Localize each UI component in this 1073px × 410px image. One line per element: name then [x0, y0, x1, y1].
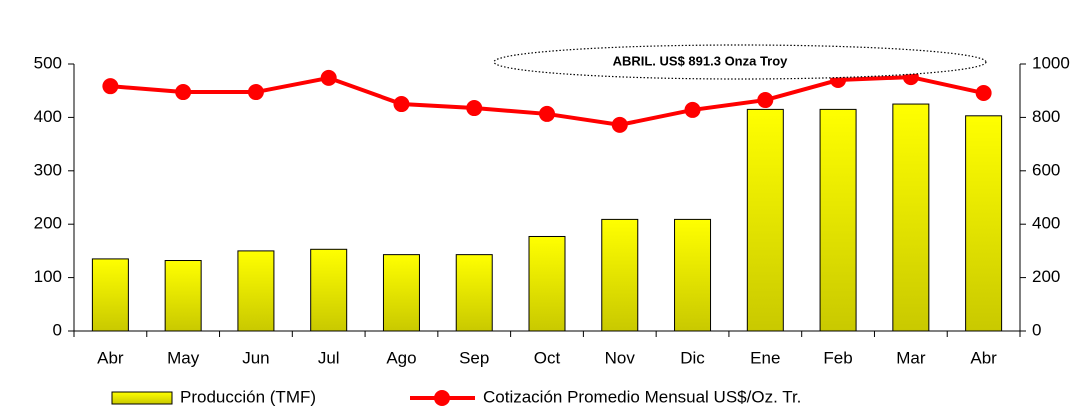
annotation: ABRIL. US$ 891.3 Onza Troy: [613, 53, 789, 68]
legend-marker: [434, 390, 450, 406]
x-tick-label: Ene: [750, 348, 780, 367]
bar: [601, 218, 639, 332]
line-marker: [684, 101, 701, 118]
x-tick-label: May: [167, 348, 200, 367]
y-tick-label: 100: [34, 267, 62, 286]
bar: [746, 108, 784, 332]
x-tick-label: Jul: [318, 348, 340, 367]
y-tick-label: 400: [34, 107, 62, 126]
y-tick-label: 300: [34, 160, 62, 179]
x-tick-label: Ago: [386, 348, 416, 367]
y2-tick-label: 400: [1032, 214, 1060, 233]
line-marker: [466, 100, 483, 117]
x-tick-label: Jun: [242, 348, 269, 367]
bar: [237, 250, 275, 332]
bar: [455, 254, 493, 332]
y2-tick-label: 200: [1032, 267, 1060, 286]
bar: [965, 115, 1003, 332]
x-tick-label: Mar: [896, 348, 926, 367]
bar: [528, 235, 566, 332]
x-tick-label: Feb: [823, 348, 852, 367]
line-marker: [757, 92, 774, 109]
x-tick-label: Oct: [534, 348, 561, 367]
bar: [91, 258, 129, 332]
y2-tick-label: 0: [1032, 320, 1041, 339]
bar: [310, 248, 348, 332]
y2-tick-label: 1000: [1032, 53, 1070, 72]
x-tick-label: Abr: [970, 348, 997, 367]
line-marker: [247, 84, 264, 101]
x-tick-label: Abr: [97, 348, 124, 367]
bar: [674, 218, 712, 332]
bar: [164, 260, 202, 332]
line-marker: [975, 85, 992, 102]
line-marker: [102, 78, 119, 95]
bar: [819, 108, 857, 332]
bar: [892, 103, 930, 332]
legend-label: Producción (TMF): [180, 387, 316, 406]
line-marker: [611, 116, 628, 133]
y2-tick-label: 600: [1032, 160, 1060, 179]
y-tick-label: 500: [34, 53, 62, 72]
x-tick-label: Sep: [459, 348, 489, 367]
y-tick-label: 200: [34, 214, 62, 233]
annotation-bubble: [493, 44, 987, 80]
line-marker: [320, 69, 337, 86]
bar: [382, 254, 420, 332]
legend-swatch: [111, 391, 173, 405]
legend-label: Cotización Promedio Mensual US$/Oz. Tr.: [483, 387, 801, 406]
x-tick-label: Dic: [680, 348, 705, 367]
line-marker: [539, 105, 555, 122]
line-marker: [175, 84, 192, 101]
x-tick-label: Nov: [605, 348, 636, 367]
y2-tick-label: 800: [1032, 107, 1060, 126]
line-marker: [393, 96, 410, 113]
y-tick-label: 0: [53, 320, 62, 339]
